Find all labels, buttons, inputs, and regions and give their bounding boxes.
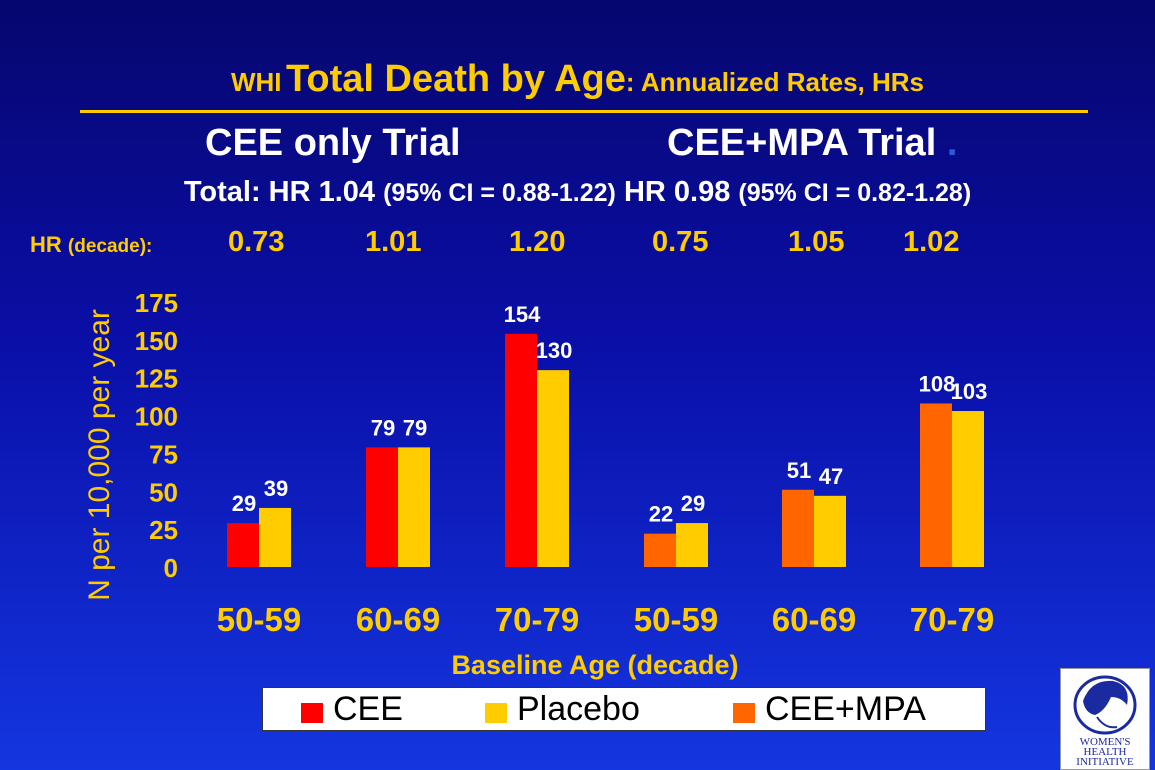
hr-decade-value: 0.73	[228, 226, 285, 258]
bar-cee	[505, 333, 537, 567]
y-tick-label: 100	[135, 402, 178, 432]
total-hr-right: HR 0.98	[623, 176, 731, 208]
data-label: 79	[403, 415, 427, 440]
data-label: 154	[504, 302, 541, 327]
bar-placebo	[676, 523, 708, 567]
legend-label-cee-mpa: CEE+MPA	[765, 690, 926, 728]
total-ci-left: (95% CI = 0.88-1.22)	[383, 179, 616, 207]
whi-logo-text-2: HEALTH	[1083, 746, 1127, 758]
title-suffix: : Annualized Rates, HRs	[625, 67, 924, 97]
legend-label-placebo: Placebo	[517, 690, 640, 728]
whi-logo: WOMEN'S HEALTH INITIATIVE	[1060, 668, 1150, 770]
x-category-label: 50-59	[217, 601, 301, 638]
legend-label-cee: CEE	[333, 690, 403, 728]
y-tick-label: 25	[149, 515, 178, 545]
data-label: 108	[919, 371, 956, 396]
trial-heading-dot: .	[946, 122, 958, 164]
y-tick-label: 150	[135, 326, 178, 356]
data-label: 22	[649, 502, 673, 527]
bar-placebo	[814, 495, 846, 567]
bar-cee-mpa	[644, 533, 676, 567]
y-tick-label: 125	[135, 364, 178, 394]
hr-decade-value: 1.02	[903, 226, 960, 258]
bar-placebo	[537, 370, 569, 567]
hr-decade-value: 1.01	[365, 226, 422, 258]
x-axis-title: Baseline Age (decade)	[451, 650, 739, 680]
x-category-label: 60-69	[356, 601, 440, 638]
total-hr-left: Total: HR 1.04	[183, 176, 376, 208]
data-label: 29	[681, 491, 705, 516]
whi-logo-text-3: INITIATIVE	[1076, 756, 1134, 768]
bar-cee-mpa	[782, 489, 814, 567]
x-category-label: 70-79	[910, 601, 994, 638]
y-tick-label: 0	[164, 553, 178, 583]
data-label: 51	[787, 458, 811, 483]
hr-decade-label-main: HR	[30, 232, 62, 257]
x-category-label: 50-59	[634, 601, 718, 638]
data-label: 47	[819, 464, 843, 489]
hr-decade-value: 1.05	[788, 226, 845, 258]
x-category-label: 70-79	[495, 601, 579, 638]
data-label: 79	[371, 415, 395, 440]
bar-placebo	[398, 447, 430, 567]
hr-decade-value: 1.20	[509, 226, 566, 258]
whi-logo-icon	[1073, 675, 1137, 735]
whi-logo-text-1: WOMEN'S	[1079, 736, 1131, 748]
data-label: 39	[264, 476, 288, 501]
legend: CEE Placebo CEE+MPA	[262, 687, 986, 731]
title-underline	[80, 110, 1088, 113]
y-tick-label: 75	[149, 439, 178, 469]
legend-swatch-placebo	[485, 703, 507, 723]
chart-title: WHI Total Death by Age: Annualized Rates…	[0, 58, 1155, 101]
legend-swatch-cee	[301, 703, 323, 723]
hr-decade-label: HR (decade):	[30, 232, 152, 258]
title-main: Total Death by Age	[285, 58, 626, 100]
bar-cee	[366, 447, 398, 567]
bar-placebo	[952, 411, 984, 567]
bar-cee-mpa	[920, 403, 952, 567]
bar-cee	[227, 523, 259, 567]
x-category-label: 60-69	[772, 601, 856, 638]
trial-heading-cee-only: CEE only Trial	[205, 122, 461, 164]
hr-decade-label-sub: (decade):	[67, 236, 153, 257]
data-label: 130	[536, 338, 573, 363]
y-tick-label: 175	[135, 288, 178, 318]
data-label: 103	[951, 379, 988, 404]
hr-decade-value: 0.75	[652, 226, 709, 258]
title-prefix: WHI	[230, 67, 282, 97]
total-hr-row: Total: HR 1.04 (95% CI = 0.88-1.22) HR 0…	[0, 176, 1155, 209]
total-ci-right: (95% CI = 0.82-1.28)	[738, 179, 972, 207]
y-tick-label: 50	[149, 477, 178, 507]
trial-heading-cee-mpa: CEE+MPA Trial .	[667, 122, 957, 165]
data-label: 29	[232, 491, 256, 516]
legend-swatch-cee-mpa	[733, 703, 755, 723]
bar-placebo	[259, 507, 291, 567]
trial-heading-cee-mpa-text: CEE+MPA Trial	[667, 122, 937, 164]
